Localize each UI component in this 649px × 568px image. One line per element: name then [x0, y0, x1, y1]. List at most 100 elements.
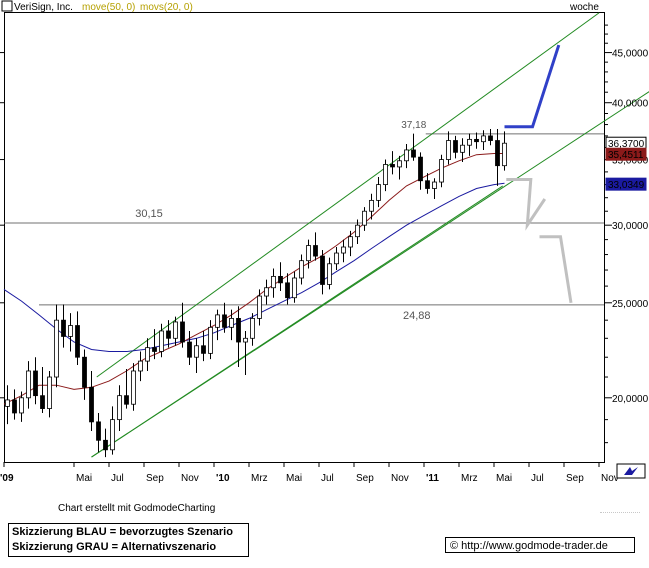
scenario-grau2	[539, 235, 573, 304]
candle	[278, 262, 283, 292]
candle-body	[362, 210, 367, 226]
chart-corner-icon[interactable]	[616, 463, 646, 479]
candle	[327, 257, 332, 290]
candle	[397, 155, 402, 180]
candle-body	[131, 370, 136, 405]
candle-body	[495, 140, 500, 167]
candle	[124, 368, 129, 409]
candle	[229, 309, 234, 341]
price-tag-box	[605, 147, 647, 161]
level-label: 37,18	[401, 120, 426, 131]
candle-body	[145, 347, 150, 362]
candle	[369, 193, 374, 220]
x-tick-label: Mai	[286, 473, 302, 484]
scenario-sketches	[504, 44, 573, 304]
candle-body	[369, 199, 374, 212]
candle-body	[481, 135, 486, 143]
candle-body	[75, 325, 80, 358]
candle-body	[453, 140, 458, 153]
candle	[481, 130, 486, 150]
period-label: woche	[569, 2, 599, 13]
candle	[82, 349, 87, 400]
candle	[12, 389, 17, 420]
plot-area	[4, 12, 605, 463]
candle	[418, 152, 423, 190]
chart-title: VeriSign, Inc.	[14, 2, 73, 13]
candle-body	[138, 360, 143, 372]
candle	[306, 239, 311, 269]
candle	[145, 338, 150, 371]
candle	[285, 273, 290, 305]
x-tick-label: Nov	[181, 473, 199, 484]
footer-divider	[600, 512, 640, 517]
price-tag-ma-blue: 33,0349	[605, 177, 647, 191]
candle	[208, 320, 213, 360]
candle-body	[285, 282, 290, 299]
candle-body	[173, 321, 178, 339]
candle-body	[47, 376, 52, 409]
candle-body	[306, 245, 311, 262]
source-url-box[interactable]: © http://www.godmode-trader.de	[445, 537, 635, 553]
candle-body	[236, 318, 241, 343]
x-tick-label: Mai	[496, 473, 512, 484]
candle-body	[40, 395, 45, 409]
candle-body	[12, 399, 17, 414]
source-url[interactable]: http://www.godmode-trader.de	[461, 540, 608, 552]
channel-line	[96, 12, 600, 378]
candle-body	[460, 144, 465, 153]
candle-body	[215, 314, 220, 328]
candle	[383, 159, 388, 192]
price-tag-label: 33,0349	[608, 180, 645, 191]
candle-body	[201, 345, 206, 354]
x-tick-label: Nov	[601, 473, 619, 484]
candle	[110, 406, 115, 455]
candle	[75, 311, 80, 366]
candle	[194, 338, 199, 373]
x-tick-label: Sep	[146, 473, 164, 484]
candle-body	[432, 181, 437, 189]
candle	[320, 250, 325, 295]
candle	[166, 320, 171, 348]
candle-body	[208, 326, 213, 354]
candle-body	[376, 184, 381, 201]
candle	[61, 304, 66, 348]
candle-body	[117, 395, 122, 421]
candle	[362, 207, 367, 231]
candle-body	[467, 138, 472, 146]
candle	[453, 135, 458, 159]
chart-credit: Chart erstellt mit GodmodeCharting	[58, 503, 216, 514]
candle-body	[411, 149, 416, 158]
price-tag-label: 36,3700	[608, 139, 645, 150]
x-tick-label: Sep	[566, 473, 584, 484]
copyright-icon: ©	[450, 540, 459, 552]
channel-line	[91, 185, 504, 458]
candle-body	[103, 439, 108, 451]
candle	[117, 385, 122, 431]
candle-body	[299, 260, 304, 279]
price-tag-label: 35,4511	[608, 150, 644, 161]
indicator-movs-label: movs(20, 0)	[140, 2, 193, 13]
candle-body	[488, 135, 493, 141]
candle	[460, 138, 465, 163]
candle	[257, 289, 262, 326]
legend-grey-line: Skizzierung GRAU = Alternativszenario	[12, 541, 217, 553]
candle	[138, 351, 143, 382]
candle-body	[180, 321, 185, 343]
candle-body	[439, 159, 444, 183]
candle	[222, 302, 227, 333]
y-tick-label: 20,0000	[612, 394, 649, 405]
candle	[68, 313, 73, 352]
candle	[5, 385, 10, 425]
candle-body	[446, 140, 451, 160]
candle-body	[474, 138, 479, 143]
candle-body	[313, 245, 318, 257]
candle	[390, 151, 395, 175]
y-tick-label: 45,0000	[612, 49, 649, 60]
candle	[271, 268, 276, 298]
x-tick-label: Jul	[111, 473, 124, 484]
x-tick-label: Mai	[76, 473, 92, 484]
candle-body	[397, 160, 402, 168]
candle-body	[229, 318, 234, 328]
candle	[103, 428, 108, 458]
